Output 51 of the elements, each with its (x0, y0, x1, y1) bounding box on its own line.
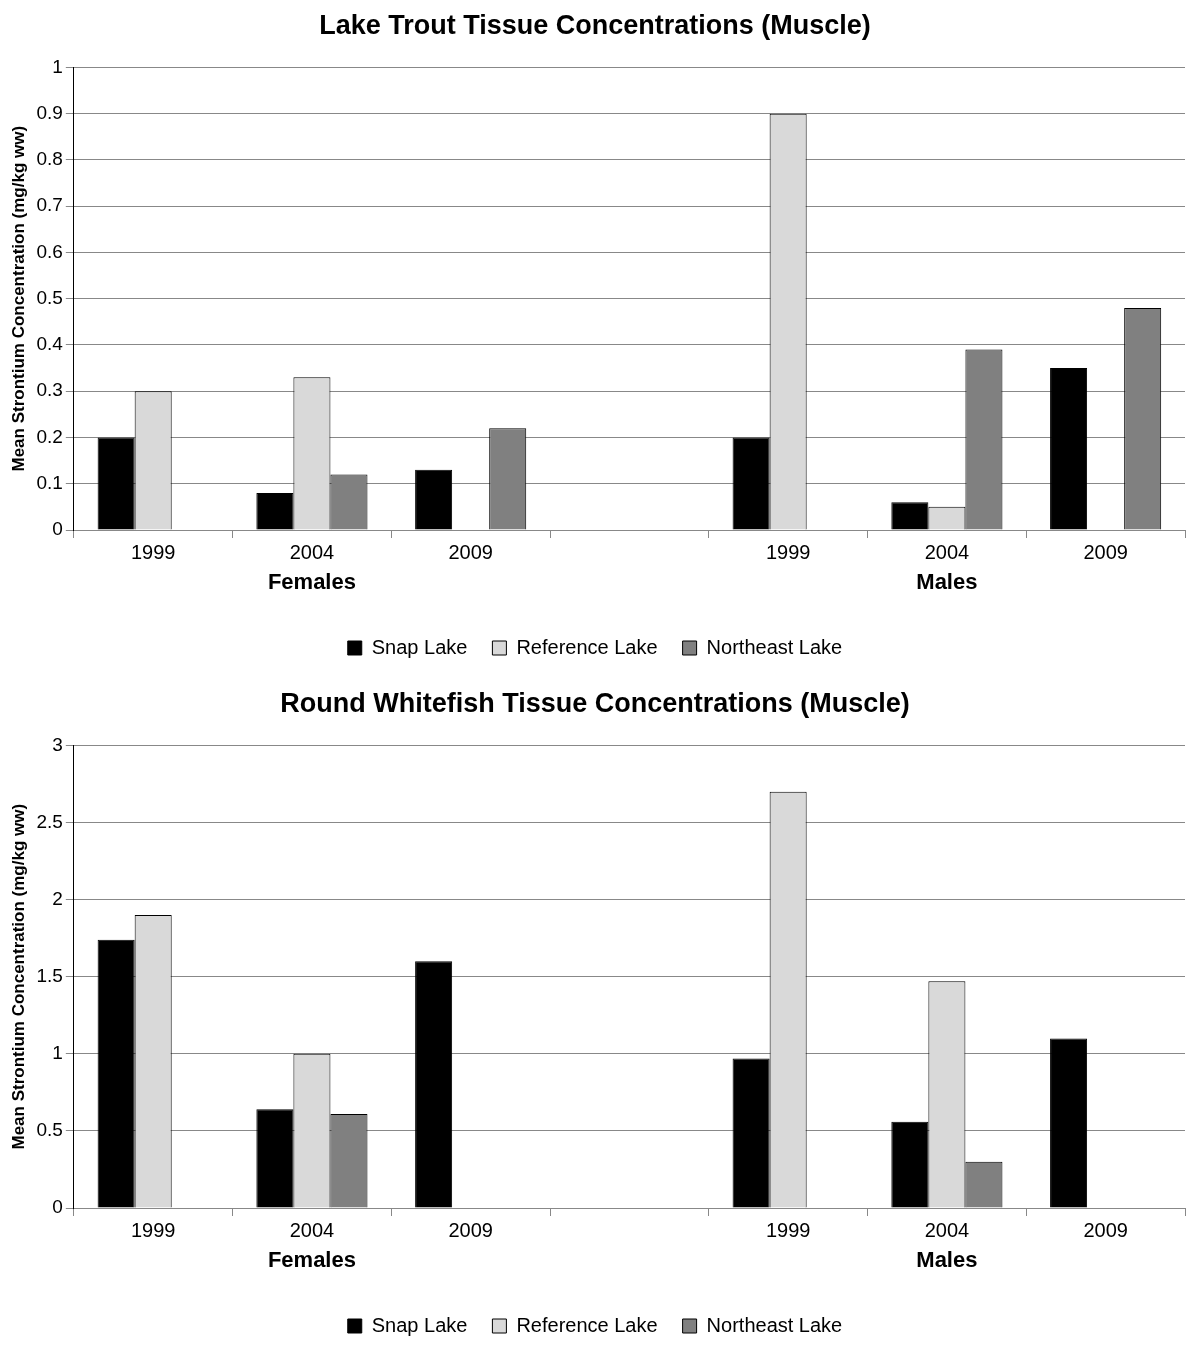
x-tick-label: 2009 (1083, 540, 1128, 563)
y-tick-label: 0.5 (36, 1119, 63, 1141)
x-tick-label: 1999 (765, 1218, 811, 1241)
y-tick-label: 0.2 (36, 425, 63, 447)
x-tick-label: 2009 (1083, 1218, 1128, 1241)
x-tick-label: 2009 (448, 1218, 493, 1241)
x-tick-label: 2004 (924, 1218, 970, 1241)
legend-label: Northeast Lake (706, 635, 843, 658)
legend-label: Reference Lake (516, 1313, 658, 1336)
y-tick-label: 1 (52, 55, 63, 77)
bar (891, 1121, 929, 1208)
y-tick-label: 0.1 (36, 471, 63, 493)
y-tick-label: 0.9 (36, 101, 63, 123)
bar (1050, 368, 1088, 530)
y-tick-label: 1 (52, 1042, 63, 1064)
x-tick-label: 1999 (130, 540, 176, 563)
x-tick-label: 2009 (448, 540, 493, 563)
x-tick-label: 1999 (765, 540, 811, 563)
legend-label: Northeast Lake (706, 1313, 843, 1336)
text: Females (267, 1247, 356, 1273)
legend-label: Reference Lake (516, 635, 658, 658)
y-tick-label: 0.5 (36, 286, 63, 308)
text: Males (916, 1247, 978, 1273)
x-tick-label: 1999 (130, 1218, 176, 1241)
bar (1050, 1038, 1088, 1208)
bar (415, 469, 453, 530)
bar (256, 1109, 294, 1208)
text: Females (267, 569, 356, 595)
y-axis-title: Mean Strontium Concentration (mg/kg ww) (8, 803, 28, 1150)
y-tick-label: 0.4 (36, 333, 64, 355)
y-tick-label: 0 (52, 518, 63, 540)
legend-label: Snap Lake (371, 635, 468, 658)
legend-label: Snap Lake (371, 1313, 468, 1336)
x-tick-label: 2004 (924, 540, 970, 563)
text: Males (916, 569, 978, 595)
y-tick-label: 3 (52, 733, 63, 755)
x-tick-label: 2004 (289, 1218, 335, 1241)
chart-title: Lake Trout Tissue Concentrations (Muscle) (319, 9, 871, 40)
y-tick-label: 0 (52, 1196, 63, 1218)
y-tick-label: 0.7 (36, 194, 63, 216)
bar (256, 492, 294, 530)
chart-title: Round Whitefish Tissue Concentrations (Muscle) (280, 687, 910, 718)
x-tick-label: 2004 (289, 540, 335, 563)
y-tick-label: 0.6 (36, 240, 63, 262)
y-axis-title: Mean Strontium Concentration (mg/kg ww) (8, 125, 28, 472)
bar (415, 961, 453, 1208)
y-tick-label: 2.5 (36, 810, 63, 832)
y-tick-label: 1.5 (36, 964, 63, 986)
y-tick-label: 2 (52, 887, 63, 909)
y-tick-label: 0.3 (36, 379, 63, 401)
y-tick-label: 0.8 (36, 148, 63, 170)
